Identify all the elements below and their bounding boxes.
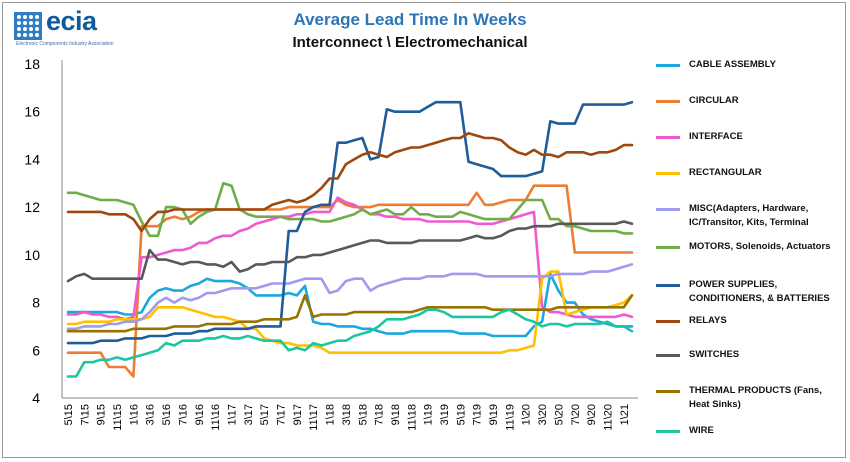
legend-swatch (656, 208, 680, 211)
legend-label: INTERFACE (689, 131, 743, 142)
x-tick-label: 9\15 (96, 404, 108, 425)
x-tick-label: 3\16 (145, 404, 157, 425)
x-tick-label: 1\17 (226, 404, 238, 425)
x-tick-label: 9\19 (488, 404, 500, 425)
x-tick-label: 7\17 (276, 404, 288, 425)
y-tick-label: 18 (24, 56, 40, 72)
logo-text: ecia (46, 6, 97, 36)
x-tick-label: 11\17 (308, 404, 320, 431)
x-tick-label: 11\19 (504, 404, 516, 431)
x-tick-label: 9\20 (586, 404, 598, 425)
y-tick-label: 16 (24, 104, 40, 120)
series-line-5 (66, 182, 634, 238)
series-line-0 (66, 272, 634, 338)
legend-swatch (656, 354, 680, 357)
legend-label: CABLE ASSEMBLY (689, 59, 776, 70)
x-tick-label: 9\17 (292, 404, 304, 425)
series-line-10 (66, 308, 634, 378)
series-line-9 (66, 294, 634, 333)
x-tick-label: 5\18 (357, 404, 369, 425)
y-tick-label: 8 (32, 295, 40, 311)
x-tick-label: 3\19 (439, 404, 451, 425)
x-tick-label: 1\18 (325, 404, 337, 425)
ecia-logo: ecia Electronic Components Industry Asso… (14, 6, 134, 47)
x-tick-label: 9\16 (194, 404, 206, 425)
x-tick-label: 5\16 (161, 404, 173, 425)
x-tick-label: 7\18 (374, 404, 386, 425)
x-tick-label: 7\15 (79, 404, 91, 425)
series-line-4 (66, 263, 634, 331)
x-tick-label: 7\20 (570, 404, 582, 425)
series-line-7 (66, 131, 634, 233)
y-tick-label: 6 (32, 342, 40, 358)
legend-swatch (656, 100, 680, 103)
x-tick-label: 11\18 (406, 404, 418, 431)
legend-label: CIRCULAR (689, 95, 739, 106)
x-tick-label: 7\16 (177, 404, 189, 425)
x-tick-label: 9\18 (390, 404, 402, 425)
legend-label: MOTORS, Solenoids, Actuators (689, 241, 831, 252)
legend-swatch (656, 64, 680, 67)
x-tick-label: 5\19 (455, 404, 467, 425)
y-tick-label: 14 (24, 151, 40, 167)
x-tick-label: 3\20 (537, 404, 549, 425)
legend-swatch (656, 320, 680, 323)
legend-swatch (656, 390, 680, 393)
legend-label: RECTANGULAR (689, 167, 762, 178)
legend-label: POWER SUPPLIES, CONDITIONERS, & BATTERIE… (689, 279, 830, 304)
x-tick-label: 11\20 (602, 404, 614, 431)
series-line-8 (66, 220, 634, 283)
logo-mark-icon (14, 12, 42, 40)
legend-swatch (656, 246, 680, 249)
x-tick-label: 1\19 (423, 404, 435, 425)
legend-label: RELAYS (689, 315, 727, 326)
x-tick-label: 7\19 (472, 404, 484, 425)
x-tick-label: 11\15 (112, 404, 124, 431)
legend-label: SWITCHES (689, 349, 740, 360)
chart-title: Average Lead Time In Weeks (293, 10, 527, 29)
chart-subtitle: Interconnect \ Electromechanical (292, 34, 528, 51)
x-tick-label: 5\17 (259, 404, 271, 425)
legend-swatch (656, 136, 680, 139)
y-tick-label: 10 (24, 247, 40, 263)
x-tick-label: 5\20 (553, 404, 565, 425)
x-tick-label: 3\18 (341, 404, 353, 425)
x-tick-label: 11\16 (210, 404, 222, 431)
legend-label: THERMAL PRODUCTS (Fans, Heat Sinks) (689, 385, 822, 410)
x-tick-label: 1\20 (521, 404, 533, 425)
legend-swatch (656, 284, 680, 287)
y-tick-label: 4 (32, 390, 40, 406)
x-tick-label: 1\21 (619, 404, 631, 425)
legend-label: MISC(Adapters, Hardware, IC/Transitor, K… (689, 203, 809, 228)
series-line-2 (66, 196, 634, 321)
x-tick-label: 5\15 (63, 404, 75, 425)
x-tick-label: 3\17 (243, 404, 255, 425)
legend-swatch (656, 172, 680, 175)
x-tick-label: 1\16 (128, 404, 140, 425)
legend-label: WIRE (689, 425, 714, 436)
logo-subtext: Electronic Components Industry Associati… (16, 41, 114, 47)
series-line-6 (66, 100, 634, 345)
series-line-3 (66, 270, 634, 355)
legend-swatch (656, 430, 680, 433)
y-tick-label: 12 (24, 199, 40, 215)
